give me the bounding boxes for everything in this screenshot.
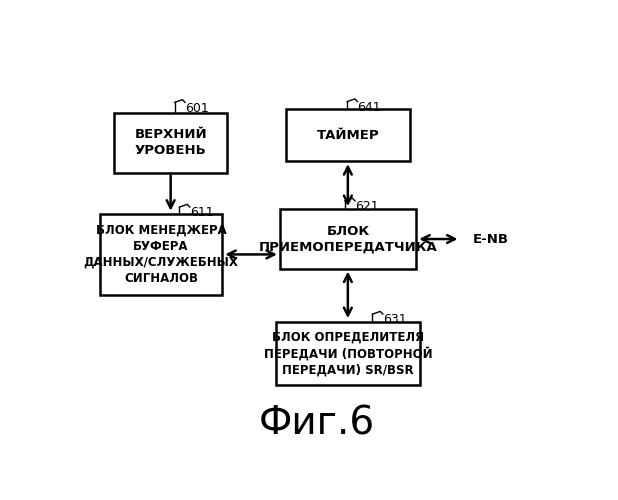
Bar	[114, 113, 227, 172]
Text: БЛОК
ПРИЕМОПЕРЕДАТЧИКА: БЛОК ПРИЕМОПЕРЕДАТЧИКА	[258, 224, 437, 254]
Text: ТАЙМЕР: ТАЙМЕР	[316, 128, 379, 141]
Text: 611: 611	[190, 206, 213, 220]
Bar	[279, 209, 416, 269]
Text: БЛОК ОПРЕДЕЛИТЕЛЯ
ПЕРЕДАЧИ (ПОВТОРНОЙ
ПЕРЕДАЧИ) SR/BSR: БЛОК ОПРЕДЕЛИТЕЛЯ ПЕРЕДАЧИ (ПОВТОРНОЙ ПЕ…	[263, 330, 432, 376]
Bar	[100, 214, 222, 295]
Text: 631: 631	[383, 314, 407, 326]
Bar	[286, 109, 410, 161]
Text: 601: 601	[185, 102, 209, 114]
Text: 641: 641	[357, 101, 381, 114]
Text: Фиг.6: Фиг.6	[258, 405, 375, 443]
Text: E-NB: E-NB	[472, 232, 509, 245]
Bar	[276, 322, 420, 385]
Text: 621: 621	[355, 200, 379, 213]
Text: БЛОК МЕНЕДЖЕРА
БУФЕРА
ДАННЫХ/СЛУЖЕБНЫХ
СИГНАЛОВ: БЛОК МЕНЕДЖЕРА БУФЕРА ДАННЫХ/СЛУЖЕБНЫХ С…	[83, 224, 239, 285]
Text: ВЕРХНИЙ
УРОВЕНЬ: ВЕРХНИЙ УРОВЕНЬ	[134, 128, 207, 158]
